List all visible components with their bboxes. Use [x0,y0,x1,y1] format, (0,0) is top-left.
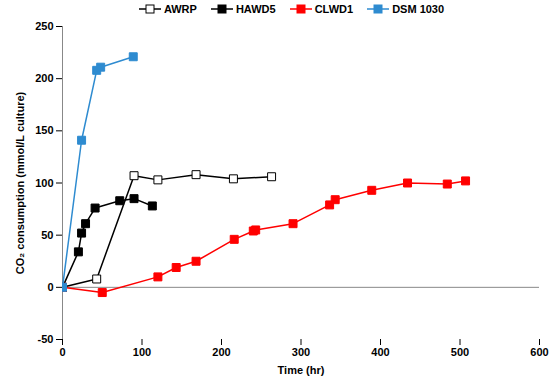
svg-text:200: 200 [35,72,53,84]
svg-text:500: 500 [451,346,469,358]
svg-text:0: 0 [59,346,65,358]
svg-text:250: 250 [35,20,53,32]
html-text:AWRP: AWRP [163,3,197,15]
svg-text:600: 600 [530,346,548,358]
svg-text:200: 200 [212,346,230,358]
svg-text:-50: -50 [38,333,54,345]
svg-text:0: 0 [47,281,53,293]
svg-text:300: 300 [292,346,310,358]
html-text:DSM 1030: DSM 1030 [392,3,445,15]
svg-text:50: 50 [41,229,53,241]
svg-text:CO₂ consumption (mmol/L cultur: CO₂ consumption (mmol/L culture) [14,91,26,274]
svg-text:150: 150 [35,124,53,136]
svg-text:100: 100 [133,346,151,358]
html-text:CLWD1: CLWD1 [314,3,354,15]
svg-text:Time (hr): Time (hr) [278,364,325,376]
svg-text:400: 400 [371,346,389,358]
html-text:HAWD5: HAWD5 [235,3,276,15]
svg-text:100: 100 [35,177,53,189]
